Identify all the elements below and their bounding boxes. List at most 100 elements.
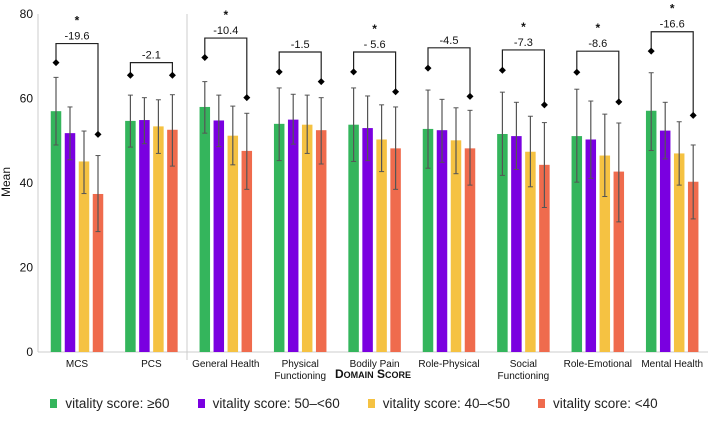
bar (687, 181, 699, 352)
x-tick-label: Social Functioning (498, 359, 550, 382)
diamond-marker (317, 78, 325, 86)
bar (436, 130, 448, 352)
diamond-marker (540, 101, 548, 109)
x-tick-label: Bodily Pain (350, 359, 400, 370)
significance-asterisk: * (372, 22, 377, 36)
legend-swatch (197, 399, 205, 408)
bar (227, 135, 239, 352)
bar (659, 130, 671, 352)
legend-swatch (50, 399, 58, 408)
diamond-marker (498, 66, 506, 74)
y-tick-label: 20 (20, 261, 34, 275)
significance-asterisk: * (75, 14, 80, 28)
x-tick-label: MCS (66, 359, 89, 370)
bar (613, 171, 625, 352)
legend-item: vitality score: 40–<50 (367, 396, 510, 411)
comparison-bracket (650, 31, 694, 116)
comparison-bracket (576, 50, 620, 102)
diamond-marker (424, 64, 432, 72)
bar (273, 123, 285, 352)
difference-label: -2.1 (142, 50, 161, 62)
diamond-marker (275, 68, 283, 76)
bar (348, 124, 359, 352)
diamond-marker (52, 59, 60, 67)
y-tick-label: 60 (20, 92, 34, 106)
bar (92, 193, 104, 352)
bar (78, 161, 90, 352)
diamond-marker (392, 88, 400, 96)
legend-swatch (537, 399, 545, 408)
bar (287, 119, 299, 352)
bar (497, 133, 508, 352)
x-tick-label: Role-Physical (418, 359, 479, 370)
diamond-marker (689, 111, 697, 119)
legend-item: vitality score: ≥60 (50, 396, 170, 411)
y-tick-label: 0 (26, 345, 33, 359)
bar (376, 139, 387, 352)
comparison-bracket (427, 47, 471, 97)
legend-swatch (367, 399, 375, 408)
bar (585, 139, 597, 352)
significance-asterisk: * (521, 20, 526, 34)
x-tick-label: Mental Health (641, 359, 703, 370)
bar (139, 120, 150, 352)
diamond-marker (573, 68, 581, 76)
bar (167, 129, 178, 352)
diamond-marker (94, 130, 102, 138)
bar (64, 133, 76, 352)
diamond-marker (350, 68, 358, 76)
bar (464, 148, 476, 352)
bar (213, 120, 225, 352)
x-axis-label: DOMAIN SCORE (335, 367, 411, 381)
difference-label: -10.4 (213, 25, 238, 37)
diamond-marker (126, 71, 134, 79)
significance-asterisk: * (223, 8, 228, 22)
bar (511, 136, 522, 352)
legend-label: vitality score: ≥60 (65, 396, 170, 411)
comparison-bracket (278, 51, 322, 82)
bar (645, 110, 657, 352)
x-tick-label: PCS (141, 359, 162, 370)
comparison-bracket (204, 37, 248, 98)
bar (241, 150, 253, 352)
bar (673, 153, 685, 352)
bar (362, 128, 373, 352)
legend-label: vitality score: <40 (552, 396, 658, 411)
bar (539, 164, 550, 352)
diamond-marker (201, 54, 209, 62)
y-axis-label: Mean (0, 167, 13, 197)
legend-item: vitality score: <40 (537, 396, 658, 411)
bar-chart: Mean DOMAIN SCORE 0 20 40 60 80 MCS -19.6 * PCS -… (0, 2, 708, 382)
legend-label: vitality score: 50–<60 (212, 396, 340, 411)
legend-item: vitality score: 50–<60 (197, 396, 340, 411)
bar (450, 140, 462, 352)
difference-label: -7.3 (514, 37, 533, 49)
comparison-bracket (501, 49, 545, 105)
difference-label: -8.6 (588, 38, 607, 50)
bar (525, 151, 536, 352)
bar (125, 120, 136, 352)
diamond-marker (466, 92, 474, 100)
diamond-marker (647, 47, 655, 55)
bar (422, 128, 434, 352)
bar (301, 124, 313, 352)
bar (571, 136, 583, 352)
difference-label: - 5.6 (364, 39, 386, 51)
difference-label: -1.5 (291, 39, 310, 51)
bar (50, 111, 62, 352)
difference-label: -16.6 (660, 19, 685, 31)
bar (390, 148, 401, 352)
comparison-bracket (353, 51, 397, 92)
difference-label: -19.6 (64, 31, 89, 43)
diamond-marker (615, 98, 623, 106)
significance-asterisk: * (670, 2, 675, 16)
y-tick-label: 80 (20, 7, 34, 21)
x-tick-label: Physical Functioning (274, 359, 326, 382)
diamond-marker (243, 94, 251, 102)
bar (153, 126, 164, 352)
comparison-bracket (55, 42, 99, 135)
bar (199, 106, 211, 352)
diamond-marker (168, 71, 176, 79)
bar (315, 130, 327, 352)
bar (599, 155, 611, 352)
